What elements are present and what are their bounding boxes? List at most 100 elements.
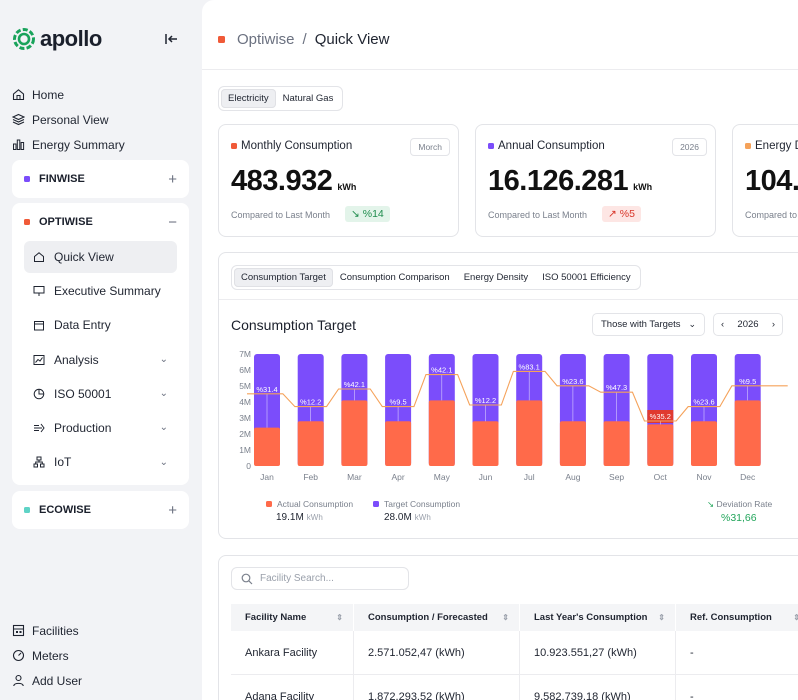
nav-add-user[interactable]: Add User [12, 668, 82, 693]
card-value-number: 16.126.281 [488, 165, 629, 197]
sidebar-item-label: Analysis [54, 352, 99, 367]
calendar-icon [34, 321, 44, 331]
sort-icon[interactable]: ⇕ [502, 613, 509, 622]
x-tick-label: Jun [479, 472, 493, 482]
deviation-highlight [647, 410, 674, 423]
group-optiwise-header[interactable]: OPTIWISE − [12, 203, 189, 241]
page-title: Quick View [314, 31, 390, 48]
target-filter-dropdown[interactable]: Those with Targets ⌄ [592, 313, 705, 336]
legend-target-value: 28.0M kWh [384, 512, 431, 523]
sidebar-item-label: ISO 50001 [54, 386, 112, 401]
actual-bar [734, 400, 761, 466]
column-header[interactable]: Consumption / Forecasted ⇕ [354, 604, 520, 631]
card-title-text: Annual Consumption [498, 140, 605, 152]
x-tick-label: Oct [654, 472, 668, 482]
card-title-text: Energy De [755, 140, 798, 152]
annual-consumption-card: Annual Consumption 2026 16.126.281 kWh Co… [475, 124, 716, 237]
y-tick-label: 7M [239, 349, 251, 359]
optiwise-color-square [24, 219, 30, 225]
table-row[interactable]: Adana Facility 1.872.293,52 (kWh) 9.582.… [231, 675, 798, 700]
nav-personal-view[interactable]: Personal View [12, 107, 125, 132]
gauge-icon [12, 649, 25, 662]
tab-energy-density[interactable]: Energy Density [463, 272, 529, 283]
tab-electricity[interactable]: Electricity [221, 89, 276, 108]
card-unit: kWh [633, 182, 653, 192]
bar-data-label: %23.6 [693, 398, 714, 407]
sidebar-item-iot[interactable]: IoT ⌄ [24, 446, 177, 478]
card-title-text: Monthly Consumption [241, 140, 353, 152]
table-row[interactable]: Ankara Facility 2.571.052,47 (kWh) 10.92… [231, 631, 798, 675]
sidebar-item-production[interactable]: Production ⌄ [24, 412, 177, 444]
arrow-up-right-icon: ↗ [608, 208, 617, 220]
tab-consumption-comparison[interactable]: Consumption Comparison [339, 272, 450, 283]
sidebar-item-quick-view[interactable]: Quick View [24, 241, 177, 273]
chevron-down-icon[interactable]: ⌄ [159, 456, 168, 468]
trend-badge-up: ↗ %5 [602, 206, 641, 222]
card-color-square [488, 143, 494, 149]
chevron-left-icon[interactable]: ‹ [721, 319, 725, 330]
nav-home[interactable]: Home [12, 82, 125, 107]
chevron-down-icon[interactable]: ⌄ [159, 388, 168, 400]
nav-energy-summary[interactable]: Energy Summary [12, 132, 125, 157]
header-divider [202, 69, 798, 70]
breadcrumb-parent[interactable]: Optiwise [237, 31, 295, 48]
legend-actual-unit: kWh [306, 513, 323, 522]
card-title: Monthly Consumption [231, 140, 352, 152]
sidebar-item-label: Executive Summary [54, 284, 161, 299]
column-header[interactable]: Facility Name ⇕ [231, 604, 354, 631]
sort-icon[interactable]: ⇕ [793, 613, 798, 622]
home-icon [12, 89, 25, 101]
tab-iso-50001-efficiency[interactable]: ISO 50001 Efficiency [542, 272, 631, 283]
sidebar-item-label: Data Entry [54, 318, 111, 333]
collapse-sidebar-icon[interactable] [162, 30, 180, 48]
column-header[interactable]: Last Year's Consumption ⇕ [520, 604, 676, 631]
y-tick-label: 5M [239, 381, 251, 391]
tab-consumption-target[interactable]: Consumption Target [234, 268, 333, 287]
nav-facilities[interactable]: Facilities [12, 618, 82, 643]
home-icon [34, 252, 44, 262]
collapse-icon[interactable]: − [168, 213, 177, 231]
group-finwise-header[interactable]: FINWISE + [12, 160, 189, 198]
arrow-down-right-icon: ↘ [351, 208, 360, 220]
table-cell: 2.571.052,47 (kWh) [354, 631, 520, 674]
sort-icon[interactable]: ⇕ [336, 613, 343, 622]
card-compare-text: Compared to Last Month [488, 210, 588, 220]
year-stepper[interactable]: ‹ 2026 › [713, 313, 783, 336]
group-ecowise: ECOWISE + [12, 491, 189, 529]
sidebar-item-analysis[interactable]: Analysis ⌄ [24, 344, 177, 376]
month-chip[interactable]: Morch [410, 138, 450, 156]
chevron-down-icon[interactable]: ⌄ [159, 422, 168, 434]
x-tick-label: Apr [391, 472, 404, 482]
actual-bar [559, 421, 586, 466]
group-ecowise-header[interactable]: ECOWISE + [12, 491, 189, 529]
expand-icon[interactable]: + [168, 501, 177, 519]
sort-icon[interactable]: ⇕ [658, 613, 665, 622]
energy-density-card: Energy De 104.3 Compared to [732, 124, 798, 237]
column-header[interactable]: Ref. Consumption ⇕ [676, 604, 798, 631]
bar-data-label: %42.1 [431, 366, 452, 375]
legend-target-number: 28.0M [384, 512, 412, 523]
card-value-number: 483.932 [231, 165, 333, 197]
y-tick-label: 2M [239, 429, 251, 439]
legend-target-label: Target Consumption [384, 499, 461, 509]
expand-icon[interactable]: + [168, 170, 177, 188]
consumption-chart-panel: Consumption Target Consumption Compariso… [218, 252, 798, 539]
facility-search-input[interactable]: Facility Search... [231, 567, 409, 590]
deviation-rate-text: Deviation Rate [716, 499, 773, 509]
bar-data-label: %35.2 [650, 412, 671, 421]
app-logo[interactable]: apollo [12, 26, 102, 52]
pie-chart-icon [33, 388, 45, 400]
y-tick-label: 4M [239, 397, 251, 407]
sidebar-item-iso-50001[interactable]: ISO 50001 ⌄ [24, 378, 177, 410]
chevron-right-icon[interactable]: › [771, 319, 775, 330]
year-chip[interactable]: 2026 [672, 138, 707, 156]
sidebar-item-executive-summary[interactable]: Executive Summary [24, 275, 177, 307]
sidebar-item-data-entry[interactable]: Data Entry [24, 309, 177, 341]
nav-meters[interactable]: Meters [12, 643, 82, 668]
tab-natural-gas[interactable]: Natural Gas [282, 93, 334, 104]
legend-actual-number: 19.1M [276, 512, 304, 523]
chevron-down-icon[interactable]: ⌄ [159, 354, 168, 366]
presentation-icon [33, 286, 45, 297]
group-ecowise-label: ECOWISE [39, 504, 91, 516]
actual-bar [691, 421, 717, 466]
